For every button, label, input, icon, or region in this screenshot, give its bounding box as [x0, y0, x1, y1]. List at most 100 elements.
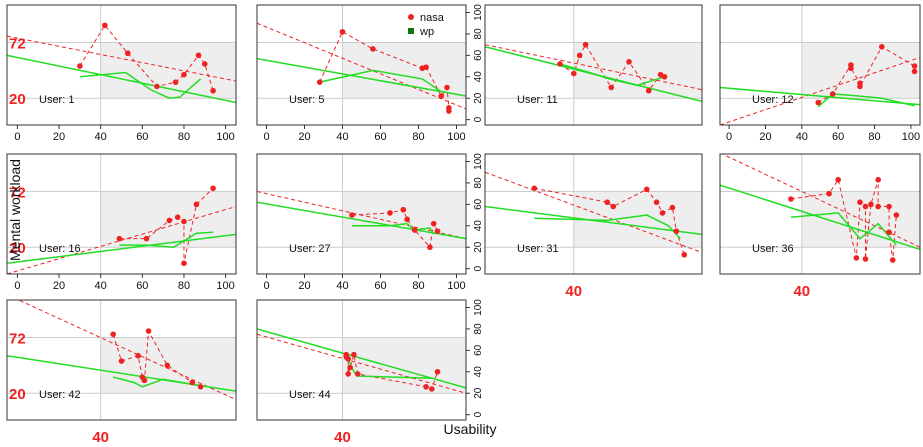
- wp-trend-line: [7, 233, 236, 265]
- y-tick-label: 20: [473, 92, 484, 104]
- user-label: User: 31: [517, 243, 559, 255]
- highlight-y-high: 72: [9, 185, 26, 202]
- wp-smooth-line: [319, 69, 442, 93]
- nasa-point: [857, 199, 863, 206]
- nasa-point: [875, 176, 881, 183]
- nasa-point: [400, 206, 407, 213]
- nasa-point: [582, 41, 589, 48]
- panel-3: User: 11: [484, 4, 703, 126]
- panel-plot-area: [257, 328, 466, 394]
- wp-trend-line: [257, 201, 466, 240]
- nasa-point: [868, 201, 874, 208]
- highlight-y-high: 72: [9, 36, 26, 53]
- panel-9: User: 42 72 20 40: [6, 299, 237, 446]
- user-label: User: 42: [39, 389, 81, 401]
- panel-8: User: 36 40: [719, 153, 921, 300]
- user-label: User: 36: [752, 243, 794, 255]
- x-tick-label: 40: [95, 131, 107, 143]
- nasa-trend-line: [485, 44, 702, 91]
- nasa-point: [681, 251, 688, 258]
- nasa-point: [661, 73, 668, 80]
- nasa-trend-line: [7, 35, 236, 82]
- nasa-point: [669, 204, 676, 211]
- x-tick-label: 100: [902, 131, 920, 143]
- x-tick-label: 20: [298, 280, 310, 292]
- user-label: User: 1: [39, 94, 74, 106]
- wp-smooth-line: [119, 231, 214, 248]
- nasa-point: [626, 58, 632, 65]
- wp-trend-line: [257, 57, 466, 97]
- highlight-y-low: 20: [9, 240, 26, 257]
- nasa-trend-line: [257, 22, 466, 110]
- nasa-point: [604, 199, 611, 206]
- panel-plot-area: [720, 154, 920, 263]
- user-label: User: 16: [39, 243, 81, 255]
- nasa-point: [875, 203, 881, 210]
- nasa-point: [404, 216, 410, 223]
- nasa-point: [423, 64, 429, 70]
- nasa-point: [911, 68, 918, 75]
- y-tick-label: 80: [473, 28, 484, 40]
- panel-plot-area: [257, 191, 466, 251]
- x-tick-label: 100: [216, 280, 234, 292]
- shaded-region: [342, 337, 466, 394]
- nasa-point: [862, 256, 869, 262]
- nasa-point: [141, 377, 148, 384]
- wp-trend-line: [7, 54, 236, 104]
- nasa-point: [193, 201, 200, 208]
- x-tick-label: 80: [178, 280, 190, 292]
- highlight-x: 40: [334, 429, 351, 442]
- user-label: User: 11: [517, 94, 558, 106]
- highlight-x: 40: [92, 429, 109, 442]
- x-tick-label: 0: [726, 131, 732, 143]
- legend-nasa-label: nasa: [420, 12, 445, 24]
- nasa-point: [210, 87, 216, 94]
- nasa-point: [835, 176, 841, 183]
- nasa-point: [438, 93, 445, 99]
- panel-7: User: 31 40: [484, 153, 703, 300]
- nasa-point: [116, 235, 123, 242]
- wp-smooth-line: [112, 376, 201, 388]
- x-tick-label: 60: [136, 131, 148, 143]
- nasa-point: [316, 79, 323, 85]
- panel-frame: [256, 4, 467, 126]
- panel-frame: [256, 299, 467, 421]
- nasa-point: [135, 352, 141, 359]
- panel-frame: [484, 153, 703, 275]
- nasa-point: [434, 228, 441, 234]
- x-axis-title: Usability: [444, 421, 497, 437]
- y-tick-label: 80: [473, 323, 484, 335]
- y-tick-label: 40: [473, 366, 484, 378]
- nasa-point: [862, 203, 869, 210]
- nasa-point: [659, 210, 666, 216]
- nasa-point: [189, 379, 196, 386]
- nasa-point: [886, 203, 892, 210]
- panel-5: User: 16 0 20 40 60 80 100 72 20: [6, 153, 237, 292]
- nasa-point: [427, 244, 433, 251]
- nasa-point: [110, 331, 116, 338]
- x-tick-label: 100: [447, 280, 465, 292]
- x-tick-label: 40: [796, 131, 808, 143]
- x-tick-label: 20: [759, 131, 771, 143]
- nasa-point: [174, 214, 181, 221]
- nasa-point: [889, 257, 896, 263]
- panel-1: User: 1 0 20 40 60 80 100 72 20: [6, 4, 237, 143]
- nasa-point: [201, 61, 208, 67]
- y-tick-label: 100: [473, 153, 484, 170]
- nasa-point: [788, 196, 794, 202]
- nasa-point: [164, 362, 171, 369]
- nasa-trend-line: [485, 171, 702, 254]
- nasa-point: [349, 212, 355, 218]
- nasa-point: [118, 358, 125, 364]
- x-tick-label: 60: [374, 280, 386, 292]
- nasa-point: [181, 218, 187, 225]
- nasa-point: [857, 83, 863, 90]
- nasa-point: [387, 210, 393, 216]
- nasa-point: [411, 227, 418, 233]
- y-tick-label: 0: [473, 265, 484, 271]
- y-tick-label: 60: [473, 344, 484, 356]
- nasa-point: [886, 229, 892, 236]
- wp-smooth-line: [817, 93, 915, 108]
- x-tick-label: 20: [53, 280, 65, 292]
